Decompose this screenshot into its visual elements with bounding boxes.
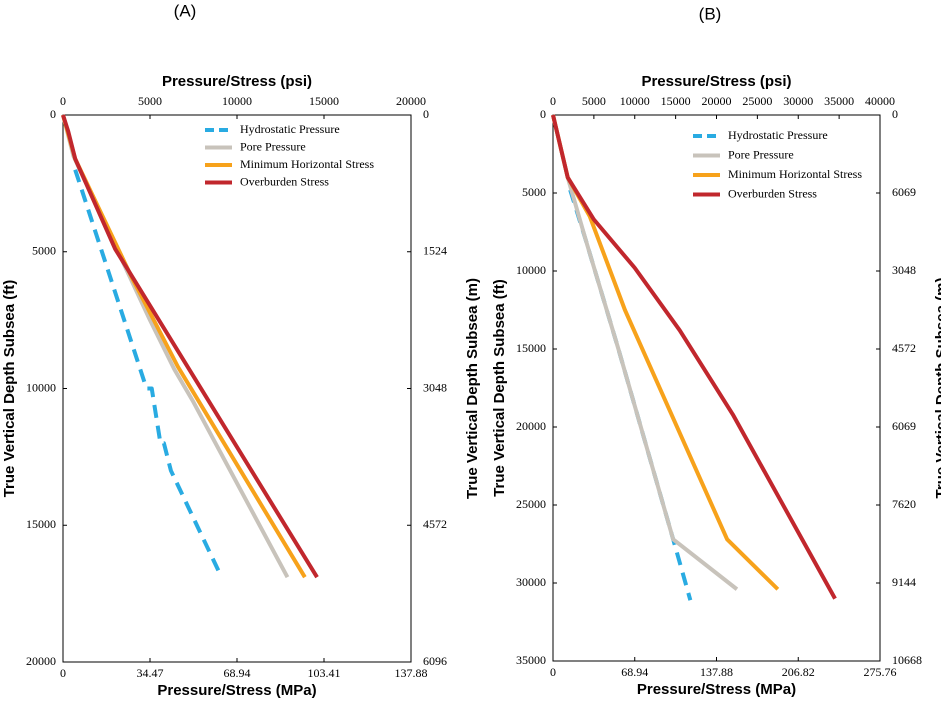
x2-tick-label: 137.88: [700, 665, 733, 679]
y-axis-title: True Vertical Depth Subsea (ft): [1, 280, 18, 498]
series-line: [61, 114, 319, 579]
y2-tick-label: 7620: [892, 497, 916, 511]
legend-label: Minimum Horizontal Stress: [240, 157, 374, 171]
x2-tick-label: 0: [60, 666, 66, 680]
x-axis-title: Pressure/Stress (psi): [641, 73, 791, 90]
y-tick-label: 35000: [516, 653, 546, 667]
y2-tick-label: 6069: [892, 185, 916, 199]
x-tick-label: 35000: [824, 94, 854, 108]
y-tick-label: 20000: [516, 419, 546, 433]
y-tick-label: 5000: [522, 185, 546, 199]
panel-title: (A): [174, 1, 197, 20]
x-tick-label: 40000: [865, 94, 895, 108]
y-tick-label: 25000: [516, 497, 546, 511]
legend-label: Pore Pressure: [728, 147, 794, 161]
x-tick-label: 15000: [661, 94, 691, 108]
y2-tick-label: 3048: [892, 263, 916, 277]
x-tick-label: 15000: [309, 94, 339, 108]
legend-label: Pore Pressure: [240, 139, 306, 153]
x2-tick-label: 68.94: [224, 666, 251, 680]
y2-axis-title: True Vertical Depth Subsea (m): [933, 278, 941, 499]
x-tick-label: 0: [550, 94, 556, 108]
x-tick-label: 10000: [222, 94, 252, 108]
x2-axis-title: Pressure/Stress (MPa): [157, 682, 316, 699]
y2-tick-label: 10668: [892, 653, 922, 667]
y2-tick-label: 4572: [423, 517, 447, 531]
x-tick-label: 20000: [702, 94, 732, 108]
y-tick-label: 10000: [516, 263, 546, 277]
x2-tick-label: 275.76: [864, 665, 897, 679]
y-tick-label: 10000: [26, 380, 56, 394]
legend-label: Hydrostatic Pressure: [240, 122, 340, 136]
y-tick-label: 30000: [516, 575, 546, 589]
x2-tick-label: 34.47: [137, 666, 164, 680]
y-tick-label: 5000: [32, 244, 56, 258]
y-tick-label: 15000: [516, 341, 546, 355]
y-tick-label: 0: [540, 107, 546, 121]
y2-tick-label: 0: [892, 107, 898, 121]
x2-tick-label: 68.94: [621, 665, 648, 679]
x2-tick-label: 0: [550, 665, 556, 679]
x-axis-title: Pressure/Stress (psi): [162, 73, 312, 90]
x-tick-label: 25000: [742, 94, 772, 108]
y-tick-label: 20000: [26, 654, 56, 668]
y2-tick-label: 1524: [423, 244, 447, 258]
y2-tick-label: 6069: [892, 419, 916, 433]
y2-axis-title: True Vertical Depth Subsea (m): [464, 278, 481, 499]
x-tick-label: 5000: [138, 94, 162, 108]
x2-tick-label: 137.88: [395, 666, 428, 680]
legend-label: Overburden Stress: [240, 174, 329, 188]
series-line: [568, 189, 693, 601]
series-line: [551, 114, 837, 600]
x2-axis-title: Pressure/Stress (MPa): [637, 681, 796, 698]
x-tick-label: 10000: [620, 94, 650, 108]
panel-title: (B): [699, 4, 722, 23]
y-axis-title: True Vertical Depth Subsea (ft): [491, 279, 508, 497]
y2-tick-label: 9144: [892, 575, 916, 589]
plot-frame: [62, 114, 412, 663]
y-tick-label: 0: [50, 107, 56, 121]
y2-tick-label: 6096: [423, 654, 447, 668]
x-tick-label: 20000: [396, 94, 426, 108]
legend-label: Minimum Horizontal Stress: [728, 167, 862, 181]
x-tick-label: 5000: [582, 94, 606, 108]
x-tick-label: 0: [60, 94, 66, 108]
y2-tick-label: 0: [423, 107, 429, 121]
legend-label: Overburden Stress: [728, 186, 817, 200]
y2-tick-label: 4572: [892, 341, 916, 355]
y2-tick-label: 3048: [423, 380, 447, 394]
legend-label: Hydrostatic Pressure: [728, 128, 828, 142]
x2-tick-label: 103.41: [308, 666, 341, 680]
y-tick-label: 15000: [26, 517, 56, 531]
series-line: [73, 169, 222, 574]
x2-tick-label: 206.82: [782, 665, 815, 679]
x-tick-label: 30000: [783, 94, 813, 108]
